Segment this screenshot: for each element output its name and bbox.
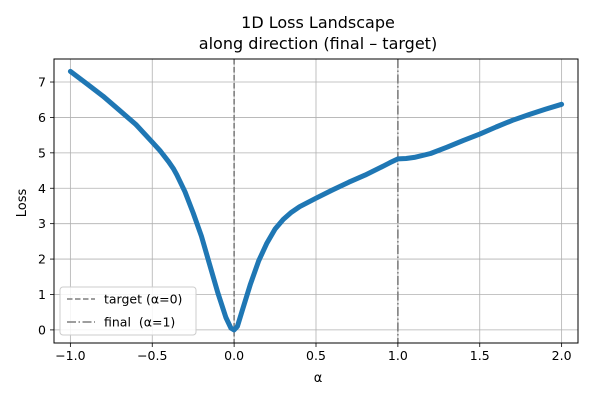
x-tick-label: 0.5 bbox=[306, 348, 326, 363]
y-tick-label: 7 bbox=[38, 75, 46, 90]
y-tick-label: 2 bbox=[38, 252, 46, 267]
chart-subtitle: along direction (final – target) bbox=[199, 34, 437, 53]
y-axis-label: Loss bbox=[15, 189, 30, 218]
y-tick-label: 6 bbox=[38, 110, 46, 125]
y-tick-label: 5 bbox=[38, 145, 46, 160]
y-tick-label: 3 bbox=[38, 216, 46, 231]
chart-title: 1D Loss Landscape bbox=[241, 13, 395, 32]
x-tick-label: −0.5 bbox=[137, 348, 167, 363]
legend: target (α=0) final (α=1) bbox=[59, 286, 197, 336]
loss-curve bbox=[67, 68, 565, 333]
y-tick-label: 1 bbox=[38, 287, 46, 302]
plot-area bbox=[67, 68, 565, 333]
legend-final-label: final (α=1) bbox=[104, 315, 175, 330]
x-tick-label: 2.0 bbox=[552, 348, 572, 363]
y-tick-label: 0 bbox=[38, 322, 46, 337]
y-tick-label: 4 bbox=[38, 181, 46, 196]
x-axis-label: α bbox=[314, 371, 323, 386]
grid bbox=[54, 59, 578, 343]
x-tick-label: −1.0 bbox=[55, 348, 85, 363]
reference-lines bbox=[233, 59, 399, 343]
x-axis-ticks: −1.0 −0.5 0.0 0.5 1.0 1.5 2.0 bbox=[55, 343, 572, 363]
x-tick-label: 0.0 bbox=[224, 348, 244, 363]
x-tick-label: 1.5 bbox=[470, 348, 490, 363]
y-axis-ticks: 0 1 2 3 4 5 6 7 bbox=[38, 75, 54, 337]
legend-target-label: target (α=0) bbox=[104, 292, 182, 307]
x-tick-label: 1.0 bbox=[388, 348, 408, 363]
